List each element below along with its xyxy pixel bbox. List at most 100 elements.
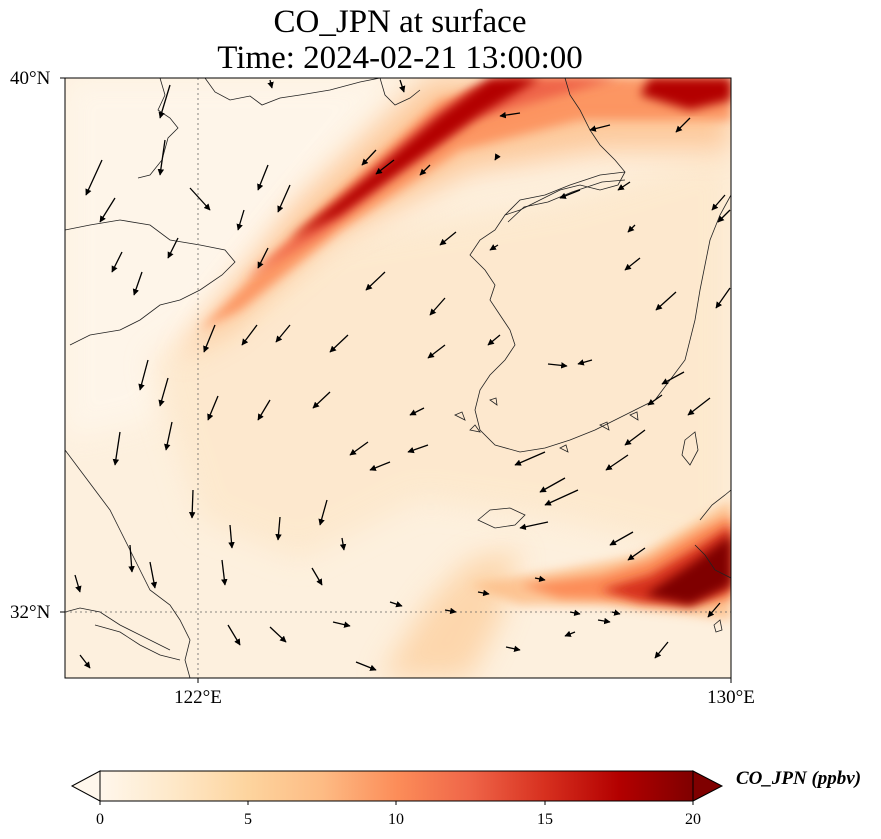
- wind-arrow: [349, 441, 369, 456]
- colorbar-tick-15: 15: [537, 811, 553, 828]
- wind-arrow: [717, 209, 731, 223]
- colorbar-tick-20: 20: [685, 811, 701, 828]
- coastlines: [65, 78, 731, 678]
- wind-arrow: [329, 334, 349, 353]
- wind-arrow: [164, 421, 173, 451]
- wind-vectors: [74, 79, 731, 671]
- wind-arrow: [407, 444, 429, 454]
- wind-arrow: [257, 247, 269, 269]
- map-title-line-1: CO_JPN at surface: [273, 4, 527, 40]
- wind-arrow: [429, 297, 446, 316]
- wind-arrow: [257, 399, 271, 421]
- wind-arrow: [439, 231, 457, 246]
- colorbar-tick-10: 10: [388, 811, 404, 828]
- concentration-field: [65, 78, 731, 678]
- wind-arrow: [189, 187, 211, 211]
- wind-arrow: [617, 181, 631, 191]
- wind-arrow: [477, 589, 490, 597]
- wind-arrow: [275, 516, 282, 541]
- wind-arrow: [339, 537, 347, 551]
- wind-arrow: [534, 575, 546, 583]
- wind-arrow: [203, 324, 216, 353]
- wind-arrow: [419, 164, 431, 176]
- southeastern-plume: [470, 500, 731, 620]
- wind-arrow: [267, 79, 274, 89]
- wind-arrow: [207, 395, 219, 421]
- wind-arrow: [627, 224, 636, 233]
- wind-arrow: [318, 499, 328, 526]
- colorbar-min-extend: [70, 770, 101, 802]
- wind-arrow: [361, 149, 377, 166]
- wind-arrow: [112, 431, 121, 466]
- wind-arrow: [275, 324, 291, 343]
- wind-arrow: [544, 489, 579, 506]
- wind-arrow: [654, 641, 669, 659]
- wind-arrow: [519, 521, 549, 530]
- northern-plume: [175, 78, 731, 360]
- colorbar: 0 5 10 15 20: [70, 770, 724, 828]
- wind-arrow: [158, 84, 171, 119]
- wind-arrow: [158, 377, 169, 407]
- wind-arrow: [332, 621, 351, 628]
- wind-arrow: [444, 607, 457, 615]
- wind-arrow: [539, 477, 566, 493]
- wind-arrow: [715, 287, 731, 309]
- wind-arrow: [99, 197, 116, 223]
- wind-arrow: [569, 609, 581, 617]
- wind-arrow: [269, 626, 287, 643]
- colorbar-tick-5: 5: [244, 811, 252, 828]
- map-frame: [64, 77, 732, 679]
- wind-arrow: [257, 164, 269, 191]
- wind-arrow: [559, 189, 581, 199]
- wind-arrow: [505, 645, 521, 652]
- wind-arrow: [132, 271, 143, 296]
- wind-arrow: [707, 602, 721, 618]
- wind-arrow: [675, 117, 691, 133]
- wind-arrow: [157, 139, 166, 176]
- wind-arrow: [547, 362, 568, 369]
- wind-arrow: [236, 209, 245, 231]
- wind-arrow: [85, 159, 103, 196]
- wind-arrow: [514, 451, 546, 466]
- wind-arrow: [277, 184, 291, 213]
- wind-arrow: [661, 371, 685, 385]
- wind-arrow: [589, 124, 611, 132]
- lat-tick-40: 40°N: [10, 68, 51, 89]
- wind-arrow: [494, 153, 501, 161]
- wind-arrow: [79, 654, 91, 669]
- wind-arrow: [711, 194, 726, 211]
- colorbar-label: CO_JPN (ppbv): [736, 768, 862, 789]
- wind-arrow: [627, 547, 646, 561]
- colorbar-max-extend: [692, 770, 724, 802]
- wind-arrow: [311, 567, 323, 586]
- wind-arrow: [138, 359, 149, 391]
- wind-arrow: [611, 609, 621, 616]
- wind-arrow: [312, 391, 331, 409]
- wind-arrow: [188, 489, 196, 519]
- wind-arrow: [389, 601, 403, 608]
- wind-arrow: [605, 454, 629, 471]
- map-title-line-2: Time: 2024-02-21 13:00:00: [217, 40, 583, 76]
- wind-arrow: [409, 407, 425, 416]
- wind-arrow: [369, 461, 391, 471]
- wind-arrow: [687, 397, 711, 416]
- wind-arrow: [489, 244, 499, 251]
- lat-tick-32: 32°N: [10, 602, 51, 623]
- wind-arrow: [487, 334, 501, 346]
- wind-arrow: [167, 237, 179, 259]
- wind-arrow: [577, 359, 593, 366]
- wind-arrow: [128, 544, 135, 573]
- wind-arrow: [427, 344, 446, 359]
- wind-arrow: [74, 574, 82, 593]
- wind-arrow: [564, 630, 576, 637]
- lon-tick-122: 122°E: [174, 687, 222, 708]
- wind-arrow: [227, 624, 241, 646]
- lon-tick-130: 130°E: [707, 687, 755, 708]
- wind-arrow: [111, 251, 123, 273]
- colorbar-tick-0: 0: [96, 811, 104, 828]
- wind-arrow: [597, 617, 611, 625]
- wind-arrow: [241, 324, 258, 346]
- wind-arrow: [149, 561, 158, 589]
- wind-arrow: [355, 661, 377, 671]
